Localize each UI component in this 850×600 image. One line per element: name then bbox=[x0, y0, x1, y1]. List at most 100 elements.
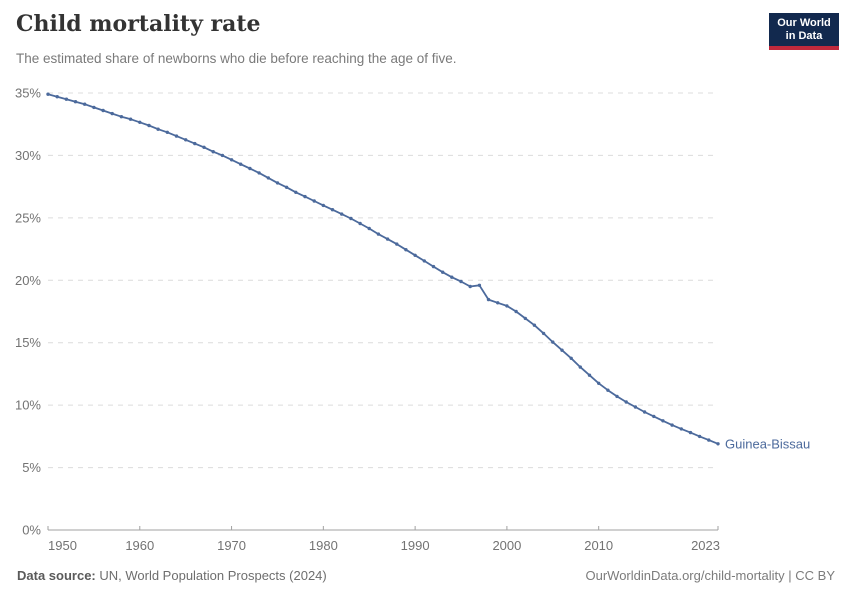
x-axis-tick-label: 1950 bbox=[48, 538, 77, 553]
data-point bbox=[486, 297, 491, 302]
data-point bbox=[679, 427, 683, 431]
data-point bbox=[64, 97, 69, 101]
data-line bbox=[47, 93, 719, 445]
data-point bbox=[284, 185, 289, 189]
data-point bbox=[569, 356, 573, 360]
data-point bbox=[422, 259, 426, 263]
x-axis-tick-label: 1980 bbox=[309, 538, 338, 553]
y-axis-tick-label: 35% bbox=[15, 86, 41, 101]
data-point bbox=[707, 438, 711, 442]
page-title: Child mortality rate bbox=[16, 11, 261, 37]
data-point bbox=[303, 194, 307, 199]
y-axis-tick-label: 15% bbox=[15, 335, 41, 350]
data-point bbox=[119, 115, 124, 119]
data-point bbox=[239, 162, 243, 166]
data-point bbox=[697, 434, 702, 439]
data-point bbox=[441, 270, 445, 274]
data-point bbox=[193, 141, 197, 146]
data-point bbox=[211, 150, 215, 154]
data-point bbox=[147, 123, 151, 128]
data-point bbox=[340, 212, 344, 216]
owid-logo-line2: in Data bbox=[785, 30, 823, 42]
data-point bbox=[73, 100, 78, 104]
data-point bbox=[248, 166, 252, 171]
data-source-text: UN, World Population Prospects (2024) bbox=[95, 568, 327, 583]
data-point bbox=[156, 127, 160, 131]
data-point bbox=[670, 423, 674, 427]
data-point bbox=[496, 301, 500, 305]
data-point bbox=[376, 232, 381, 236]
data-point bbox=[450, 275, 454, 279]
data-point bbox=[716, 442, 720, 446]
data-point bbox=[661, 419, 665, 423]
data-source-note: Data source: UN, World Population Prospe… bbox=[17, 568, 327, 583]
data-point bbox=[606, 388, 610, 392]
data-point bbox=[514, 309, 518, 314]
data-point bbox=[275, 181, 280, 185]
data-point bbox=[202, 145, 206, 149]
data-point bbox=[541, 331, 546, 336]
data-point bbox=[642, 410, 647, 414]
data-point bbox=[266, 176, 270, 180]
x-axis-tick-label: 1970 bbox=[217, 538, 246, 553]
data-point bbox=[523, 316, 527, 321]
data-point bbox=[652, 414, 656, 419]
data-point bbox=[404, 248, 408, 252]
data-point bbox=[367, 226, 371, 231]
data-point bbox=[101, 108, 105, 113]
data-point bbox=[505, 304, 509, 308]
data-point bbox=[55, 95, 59, 99]
data-point bbox=[578, 365, 582, 369]
attribution-note: OurWorldinData.org/child-mortality | CC … bbox=[585, 568, 836, 583]
owid-logo-line1: Our World bbox=[777, 17, 831, 29]
data-point bbox=[468, 284, 472, 289]
data-point bbox=[220, 153, 225, 158]
owid-logo: Our World in Data bbox=[769, 13, 839, 46]
data-point bbox=[587, 373, 592, 377]
data-point bbox=[624, 400, 628, 404]
data-point bbox=[551, 340, 555, 344]
data-point bbox=[312, 199, 316, 203]
x-axis-tick-label: 2000 bbox=[492, 538, 521, 553]
y-axis-tick-label: 30% bbox=[15, 148, 41, 163]
data-source-label: Data source: bbox=[17, 568, 96, 583]
data-point bbox=[83, 102, 87, 106]
data-point bbox=[431, 264, 436, 269]
data-point bbox=[688, 430, 693, 435]
data-point bbox=[92, 105, 96, 110]
data-point bbox=[321, 203, 325, 208]
data-point bbox=[229, 158, 234, 162]
data-point bbox=[633, 405, 638, 409]
entity-label: Guinea-Bissau bbox=[725, 436, 810, 451]
data-point bbox=[597, 381, 601, 385]
data-point bbox=[560, 348, 564, 352]
y-axis-tick-label: 10% bbox=[15, 398, 41, 413]
data-point bbox=[110, 111, 114, 116]
y-axis-tick-label: 25% bbox=[15, 210, 41, 225]
data-point bbox=[532, 323, 537, 327]
data-point bbox=[413, 253, 417, 257]
data-point bbox=[46, 92, 50, 96]
data-point bbox=[128, 117, 133, 121]
data-point bbox=[257, 171, 261, 175]
data-point bbox=[165, 130, 169, 134]
data-point bbox=[459, 279, 463, 284]
data-point bbox=[349, 216, 353, 221]
data-point bbox=[184, 138, 188, 142]
data-point bbox=[174, 134, 179, 138]
data-point bbox=[330, 208, 335, 212]
data-point bbox=[138, 120, 142, 125]
chart-subtitle: The estimated share of newborns who die … bbox=[16, 51, 457, 66]
x-axis-tick-label: 2010 bbox=[584, 538, 613, 553]
x-axis-tick-label: 2023 bbox=[691, 538, 720, 553]
y-axis-tick-label: 0% bbox=[22, 523, 41, 538]
data-point bbox=[395, 242, 399, 246]
x-axis-tick-label: 1960 bbox=[125, 538, 154, 553]
owid-logo-red-bar bbox=[769, 46, 839, 50]
data-point bbox=[358, 221, 362, 226]
x-axis-tick-label: 1990 bbox=[401, 538, 430, 553]
data-point bbox=[615, 394, 619, 399]
data-point bbox=[385, 237, 390, 241]
data-point bbox=[477, 283, 482, 287]
y-axis-tick-label: 20% bbox=[15, 273, 41, 288]
